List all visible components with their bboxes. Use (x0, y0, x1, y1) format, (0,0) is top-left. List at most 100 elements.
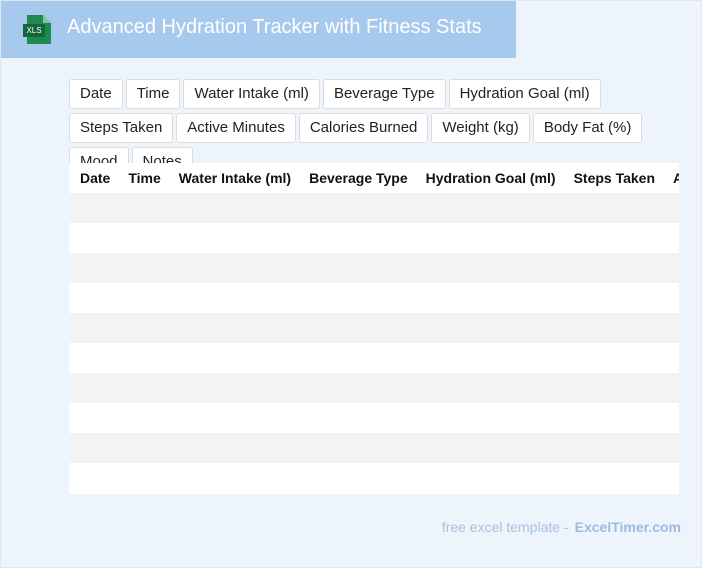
table-cell (298, 193, 415, 223)
table-cell (662, 283, 679, 313)
table-cell (562, 253, 662, 283)
column-header: Date (80, 170, 111, 186)
icon-label: XLS (26, 26, 41, 35)
table-cell (298, 343, 415, 373)
table-cell (563, 343, 662, 373)
table-cell (298, 463, 415, 493)
table-cell (69, 193, 118, 223)
table-cell (298, 313, 415, 343)
table-row (69, 313, 679, 343)
field-chip[interactable]: Calories Burned (298, 113, 429, 143)
table-row (69, 223, 679, 253)
table-cell (167, 433, 299, 463)
table-cell (69, 313, 118, 343)
table-cell (117, 223, 167, 253)
table-cell (662, 193, 679, 223)
table-cell (415, 283, 563, 313)
table-cell (168, 223, 298, 253)
footer-prefix: free excel template - (441, 519, 569, 535)
xls-icon: XLS (23, 15, 51, 44)
table-cell (414, 313, 563, 343)
table-cell (415, 403, 563, 433)
field-chip[interactable]: Hydration Goal (ml) (448, 79, 601, 109)
table-cell (563, 223, 662, 253)
table-row (69, 403, 679, 433)
table-cell (414, 193, 563, 223)
table-cell (117, 373, 168, 403)
table-cell (662, 253, 679, 283)
table-row (69, 193, 679, 223)
table-cell (415, 463, 563, 493)
column-header: Steps Taken (573, 170, 655, 186)
table-row (69, 253, 679, 283)
title: Advanced Hydration Tracker with Fitness … (67, 16, 482, 38)
column-header: Time (128, 170, 161, 186)
field-chip[interactable]: Active Minutes (176, 113, 296, 143)
table-cell (562, 193, 662, 223)
table-cell (298, 403, 415, 433)
table: Date Time Water Intake (ml) Beverage Type Hy… (69, 163, 679, 493)
table-cell (662, 463, 679, 493)
table-cell (117, 313, 168, 343)
field-chip[interactable]: Beverage Type (322, 79, 446, 109)
table-cell (298, 253, 415, 283)
footer-site[interactable]: ExcelTimer.com (574, 519, 681, 535)
field-chip[interactable]: Date (69, 79, 123, 109)
table-cell (167, 373, 299, 403)
table-cell (69, 433, 118, 463)
table-cell (117, 193, 168, 223)
table-row (69, 463, 679, 493)
table-cell (563, 283, 662, 313)
table-cell (298, 373, 415, 403)
field-chip[interactable]: Water Intake (ml) (183, 79, 320, 109)
table-row (69, 373, 679, 403)
table-cell (69, 253, 118, 283)
table-cell (117, 283, 167, 313)
table-cell (69, 343, 117, 373)
table-cell (167, 193, 299, 223)
table-cell (415, 223, 563, 253)
table-cell (69, 283, 117, 313)
field-chip[interactable]: Time (125, 79, 181, 109)
table-cell (562, 313, 662, 343)
field-chips: Date Time Water Intake (ml) Beverage Type Hy… (69, 79, 702, 177)
table-cell (167, 253, 299, 283)
table-cell (117, 463, 167, 493)
column-header: Active Minutes (673, 170, 679, 186)
table-container: Date Time Water Intake (ml) Beverage Type Hy… (69, 163, 679, 494)
table-cell (414, 433, 563, 463)
table-cell (662, 433, 679, 463)
table-cell (662, 223, 679, 253)
table-cell (414, 253, 563, 283)
table-cell (168, 403, 298, 433)
table-cell (167, 313, 299, 343)
table-cell (168, 283, 298, 313)
table-cell (562, 433, 662, 463)
table-cell (117, 253, 168, 283)
table-cell (117, 343, 167, 373)
table-cell (168, 343, 298, 373)
table-cell (168, 463, 298, 493)
table-cell (69, 463, 117, 493)
table-cell (414, 373, 563, 403)
header: XLS Advanced Hydration Tracker with Fitn… (1, 1, 516, 58)
field-chip[interactable]: Weight (kg) (431, 113, 530, 143)
footer: free excel template - ExcelTimer.com (442, 519, 681, 535)
table-cell (69, 373, 118, 403)
table-cell (563, 463, 662, 493)
table-cell (298, 223, 415, 253)
table-row (69, 433, 679, 463)
table-cell (298, 433, 415, 463)
table-cell (117, 433, 168, 463)
table-cell (662, 403, 679, 433)
column-header: Beverage Type (309, 170, 408, 186)
table-row (69, 283, 679, 313)
field-chip[interactable]: Body Fat (%) (532, 113, 643, 143)
table-cell (562, 373, 662, 403)
table-cell (563, 403, 662, 433)
table-cell (662, 313, 679, 343)
field-chip[interactable]: Steps Taken (69, 113, 174, 143)
table-cell (415, 343, 563, 373)
table-cell (662, 343, 679, 373)
